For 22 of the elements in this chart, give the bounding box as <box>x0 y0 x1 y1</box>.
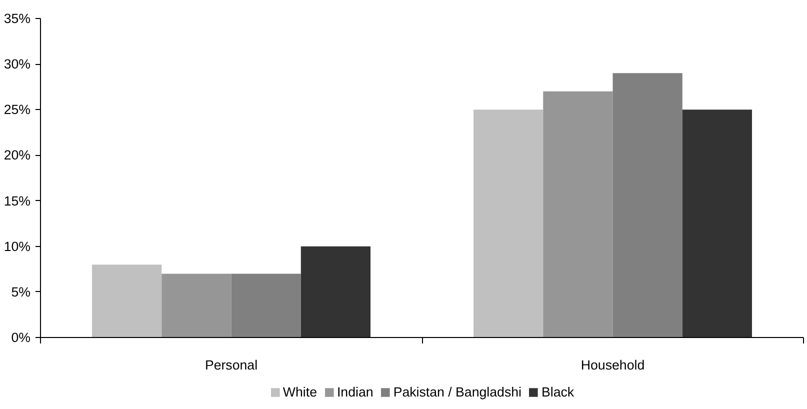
x-tick-label: Personal <box>204 358 258 372</box>
bar <box>162 274 232 338</box>
y-tick-label: 20% <box>4 148 31 163</box>
legend-label: Pakistan / Bangladshi <box>393 384 522 400</box>
y-tick-label: 35% <box>4 11 31 26</box>
bar <box>474 110 544 338</box>
bar <box>300 246 370 338</box>
legend-label: Indian <box>336 384 374 400</box>
bar <box>231 274 301 338</box>
x-tick-label: Household <box>580 358 645 372</box>
y-tick-label: 5% <box>11 284 31 300</box>
bar <box>543 91 613 338</box>
legend-label: Black <box>542 384 574 400</box>
bar <box>612 73 682 338</box>
legend-label: White <box>282 384 317 400</box>
y-tick-label: 10% <box>4 238 31 254</box>
y-tick-label: 0% <box>11 330 31 345</box>
y-tick-label: 15% <box>4 193 31 208</box>
y-tick-label: 25% <box>4 102 31 118</box>
bar <box>682 110 752 338</box>
bar <box>92 264 162 338</box>
y-tick-label: 30% <box>4 56 31 72</box>
